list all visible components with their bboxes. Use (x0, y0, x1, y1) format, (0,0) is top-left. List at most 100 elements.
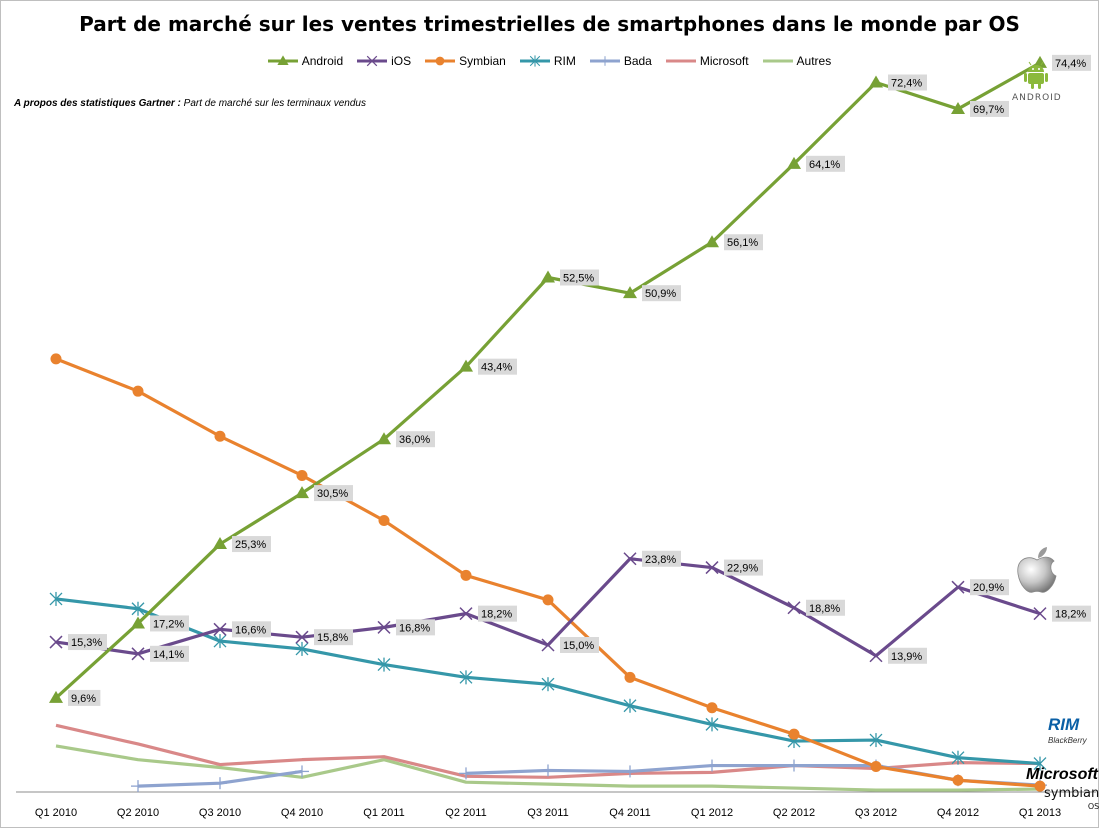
apple-logo (1014, 546, 1060, 601)
series-symbian-marker (50, 353, 62, 365)
legend-swatch (519, 55, 550, 67)
legend-item-microsoft: Microsoft (665, 54, 749, 68)
series-android-data-label: 36,0% (396, 431, 435, 448)
series-rim-marker (705, 717, 719, 732)
series-rim-marker (541, 677, 555, 692)
svg-text:69,7%: 69,7% (973, 104, 1004, 116)
series-ios-marker (787, 601, 801, 615)
svg-text:72,4%: 72,4% (891, 77, 922, 89)
series-ios-marker (459, 607, 473, 621)
series-symbian-marker (1034, 780, 1046, 792)
series-android-marker (49, 690, 63, 703)
series-android-data-label: 17,2% (150, 615, 189, 632)
series-symbian-marker (624, 671, 636, 683)
series-autres-line (55, 744, 1041, 792)
symbian-logo-text: symbian (1044, 786, 1099, 801)
series-android-data-label: 74,4% (1052, 54, 1091, 71)
svg-text:56,1%: 56,1% (727, 237, 758, 249)
series-android-data-label: 30,5% (314, 485, 353, 502)
legend-swatch (589, 56, 620, 66)
series-symbian-marker (460, 569, 472, 581)
legend-marker (366, 55, 378, 67)
chart-legend: Android iOS Symbian RIM Bada Microsoft Autres (0, 54, 1099, 68)
x-tick-label: Q4 2012 (937, 807, 979, 819)
series-ios-data-label: 13,9% (888, 647, 927, 664)
series-bada-marker (213, 777, 227, 790)
series-symbian-marker (542, 594, 554, 606)
legend-label: RIM (553, 54, 576, 68)
svg-text:50,9%: 50,9% (645, 288, 676, 300)
series-rim-marker (1033, 756, 1047, 771)
series-ios-data-label: 16,6% (232, 621, 271, 638)
series-ios-marker (377, 620, 391, 634)
series-rim-marker (131, 601, 145, 616)
svg-text:14,1%: 14,1% (153, 649, 184, 661)
x-tick-label: Q4 2010 (281, 807, 323, 819)
android-logo-text: ANDROID (1012, 93, 1062, 103)
series-bada-marker (705, 759, 719, 772)
series-rim-marker (623, 698, 637, 713)
series-ios-line (55, 557, 1041, 658)
x-tick-label: Q2 2012 (773, 807, 815, 819)
series-android-data-label: 9,6% (68, 689, 101, 706)
series-bada-marker (295, 765, 309, 778)
series-rim-marker (869, 733, 883, 748)
android-logo: ANDROID (1012, 60, 1062, 103)
series-autres (55, 744, 1041, 792)
series-ios-marker (869, 649, 883, 663)
series-rim-marker (377, 657, 391, 672)
series-ios-marker (49, 635, 63, 649)
legend-label: Autres (796, 54, 832, 68)
svg-text:25,3%: 25,3% (235, 539, 266, 551)
svg-text:15,0%: 15,0% (563, 640, 594, 652)
svg-text:16,8%: 16,8% (399, 622, 430, 634)
series-symbian-marker (706, 702, 718, 714)
legend-swatch (357, 55, 388, 67)
legend-swatch (665, 59, 696, 63)
svg-text:22,9%: 22,9% (727, 563, 758, 575)
svg-text:36,0%: 36,0% (399, 434, 430, 446)
series-ios-data-label: 15,8% (314, 629, 353, 646)
series-android-data-label: 72,4% (888, 74, 927, 91)
series-android-data-label: 64,1% (806, 155, 845, 172)
series-android-marker (459, 359, 473, 372)
series-android-marker (869, 75, 883, 88)
series-ios-marker (623, 552, 637, 566)
series-symbian-marker (870, 761, 882, 773)
series-ios-marker (1033, 607, 1047, 621)
svg-text:30,5%: 30,5% (317, 488, 348, 500)
legend-label: Microsoft (699, 54, 749, 68)
svg-text:20,9%: 20,9% (973, 582, 1004, 594)
series-android-marker (951, 101, 965, 114)
series-android-data-label: 43,4% (478, 358, 517, 375)
series-android-marker (1033, 55, 1047, 68)
series-ios-marker (705, 561, 719, 575)
series-ios: 15,3% 14,1% 16,6% 15,8% 16,8% 18,2% 15,0% 23,8%… (49, 550, 1091, 664)
x-tick-label: Q2 2011 (445, 807, 486, 819)
svg-text:13,9%: 13,9% (891, 651, 922, 663)
series-bada-marker (541, 764, 555, 777)
legend-swatch (762, 59, 793, 63)
svg-text:15,3%: 15,3% (71, 637, 102, 649)
series-ios-data-label: 22,9% (724, 559, 763, 576)
legend-swatch (425, 56, 456, 66)
series-symbian-marker (952, 774, 964, 786)
series-android-marker (705, 235, 719, 248)
series-ios-data-label: 18,8% (806, 599, 845, 616)
series-ios-data-label: 14,1% (150, 645, 189, 662)
series-ios-data-label: 23,8% (642, 550, 681, 567)
x-tick-label: Q3 2012 (855, 807, 897, 819)
legend-item-symbian: Symbian (425, 54, 506, 68)
series-rim-marker (459, 670, 473, 685)
legend-label: Symbian (459, 54, 506, 68)
series-android-data-label: 52,5% (560, 269, 599, 286)
svg-text:23,8%: 23,8% (645, 554, 676, 566)
rim-logo-text: RIM (1048, 715, 1080, 734)
series-symbian-marker (296, 469, 308, 481)
series-symbian-marker (214, 430, 226, 442)
svg-text:52,5%: 52,5% (563, 273, 594, 285)
series-ios-marker (295, 630, 309, 644)
x-tick-label: Q2 2010 (117, 807, 159, 819)
series-android-marker (541, 270, 555, 283)
